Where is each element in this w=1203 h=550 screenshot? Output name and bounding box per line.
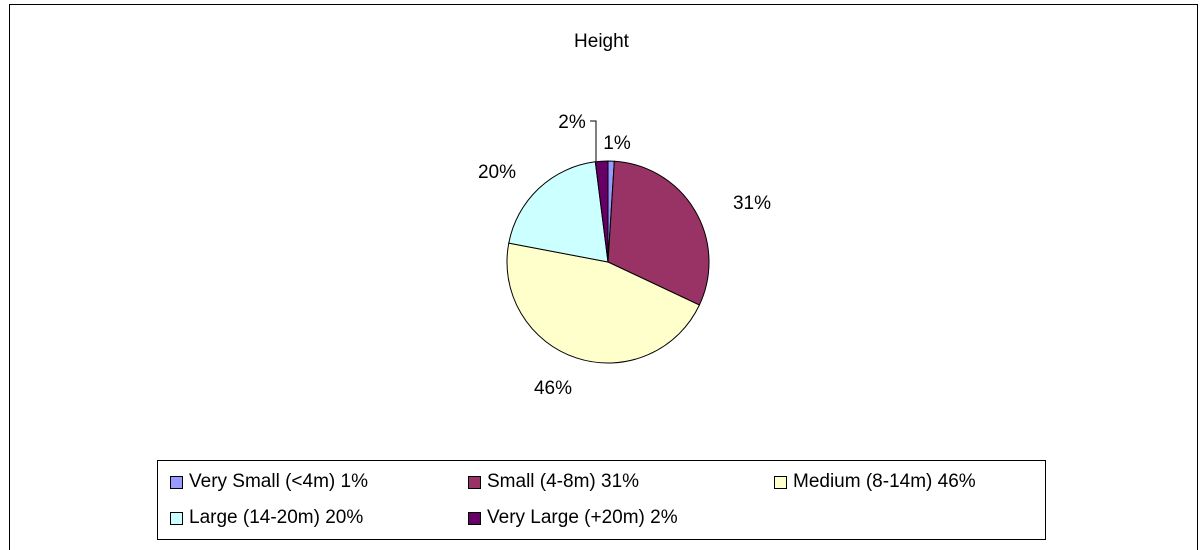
legend-item: Very Large (+20m) 2% xyxy=(468,507,678,529)
legend-swatch xyxy=(468,475,481,489)
legend-item: Very Small (<4m) 1% xyxy=(170,471,368,493)
legend-swatch xyxy=(468,511,481,525)
legend-swatch xyxy=(170,475,183,489)
data-label: 1% xyxy=(603,133,631,154)
data-label: 20% xyxy=(478,162,516,183)
chart-area xyxy=(9,4,1198,550)
legend-label: Small (4-8m) 31% xyxy=(487,471,640,492)
legend-item: Small (4-8m) 31% xyxy=(468,471,639,493)
legend-item: Large (14-20m) 20% xyxy=(170,507,363,529)
pie-slice xyxy=(594,160,609,263)
legend-label: Very Small (<4m) 1% xyxy=(189,471,368,492)
leader-line xyxy=(590,120,597,161)
legend-item: Medium (8-14m) 46% xyxy=(774,471,976,493)
legend-label: Medium (8-14m) 46% xyxy=(793,471,976,492)
pie-slice xyxy=(607,160,710,306)
data-label: 46% xyxy=(534,378,572,399)
data-label: 2% xyxy=(558,112,586,133)
pie-slice xyxy=(508,161,609,263)
legend-label: Very Large (+20m) 2% xyxy=(487,507,678,528)
chart-title: Height xyxy=(574,31,629,52)
legend-swatch xyxy=(170,511,183,525)
legend-label: Large (14-20m) 20% xyxy=(189,507,364,528)
data-label: 31% xyxy=(733,193,771,214)
legend: Very Small (<4m) 1% Small (4-8m) 31% Med… xyxy=(157,460,1046,540)
legend-swatch xyxy=(774,475,787,489)
pie-slice xyxy=(506,242,701,364)
